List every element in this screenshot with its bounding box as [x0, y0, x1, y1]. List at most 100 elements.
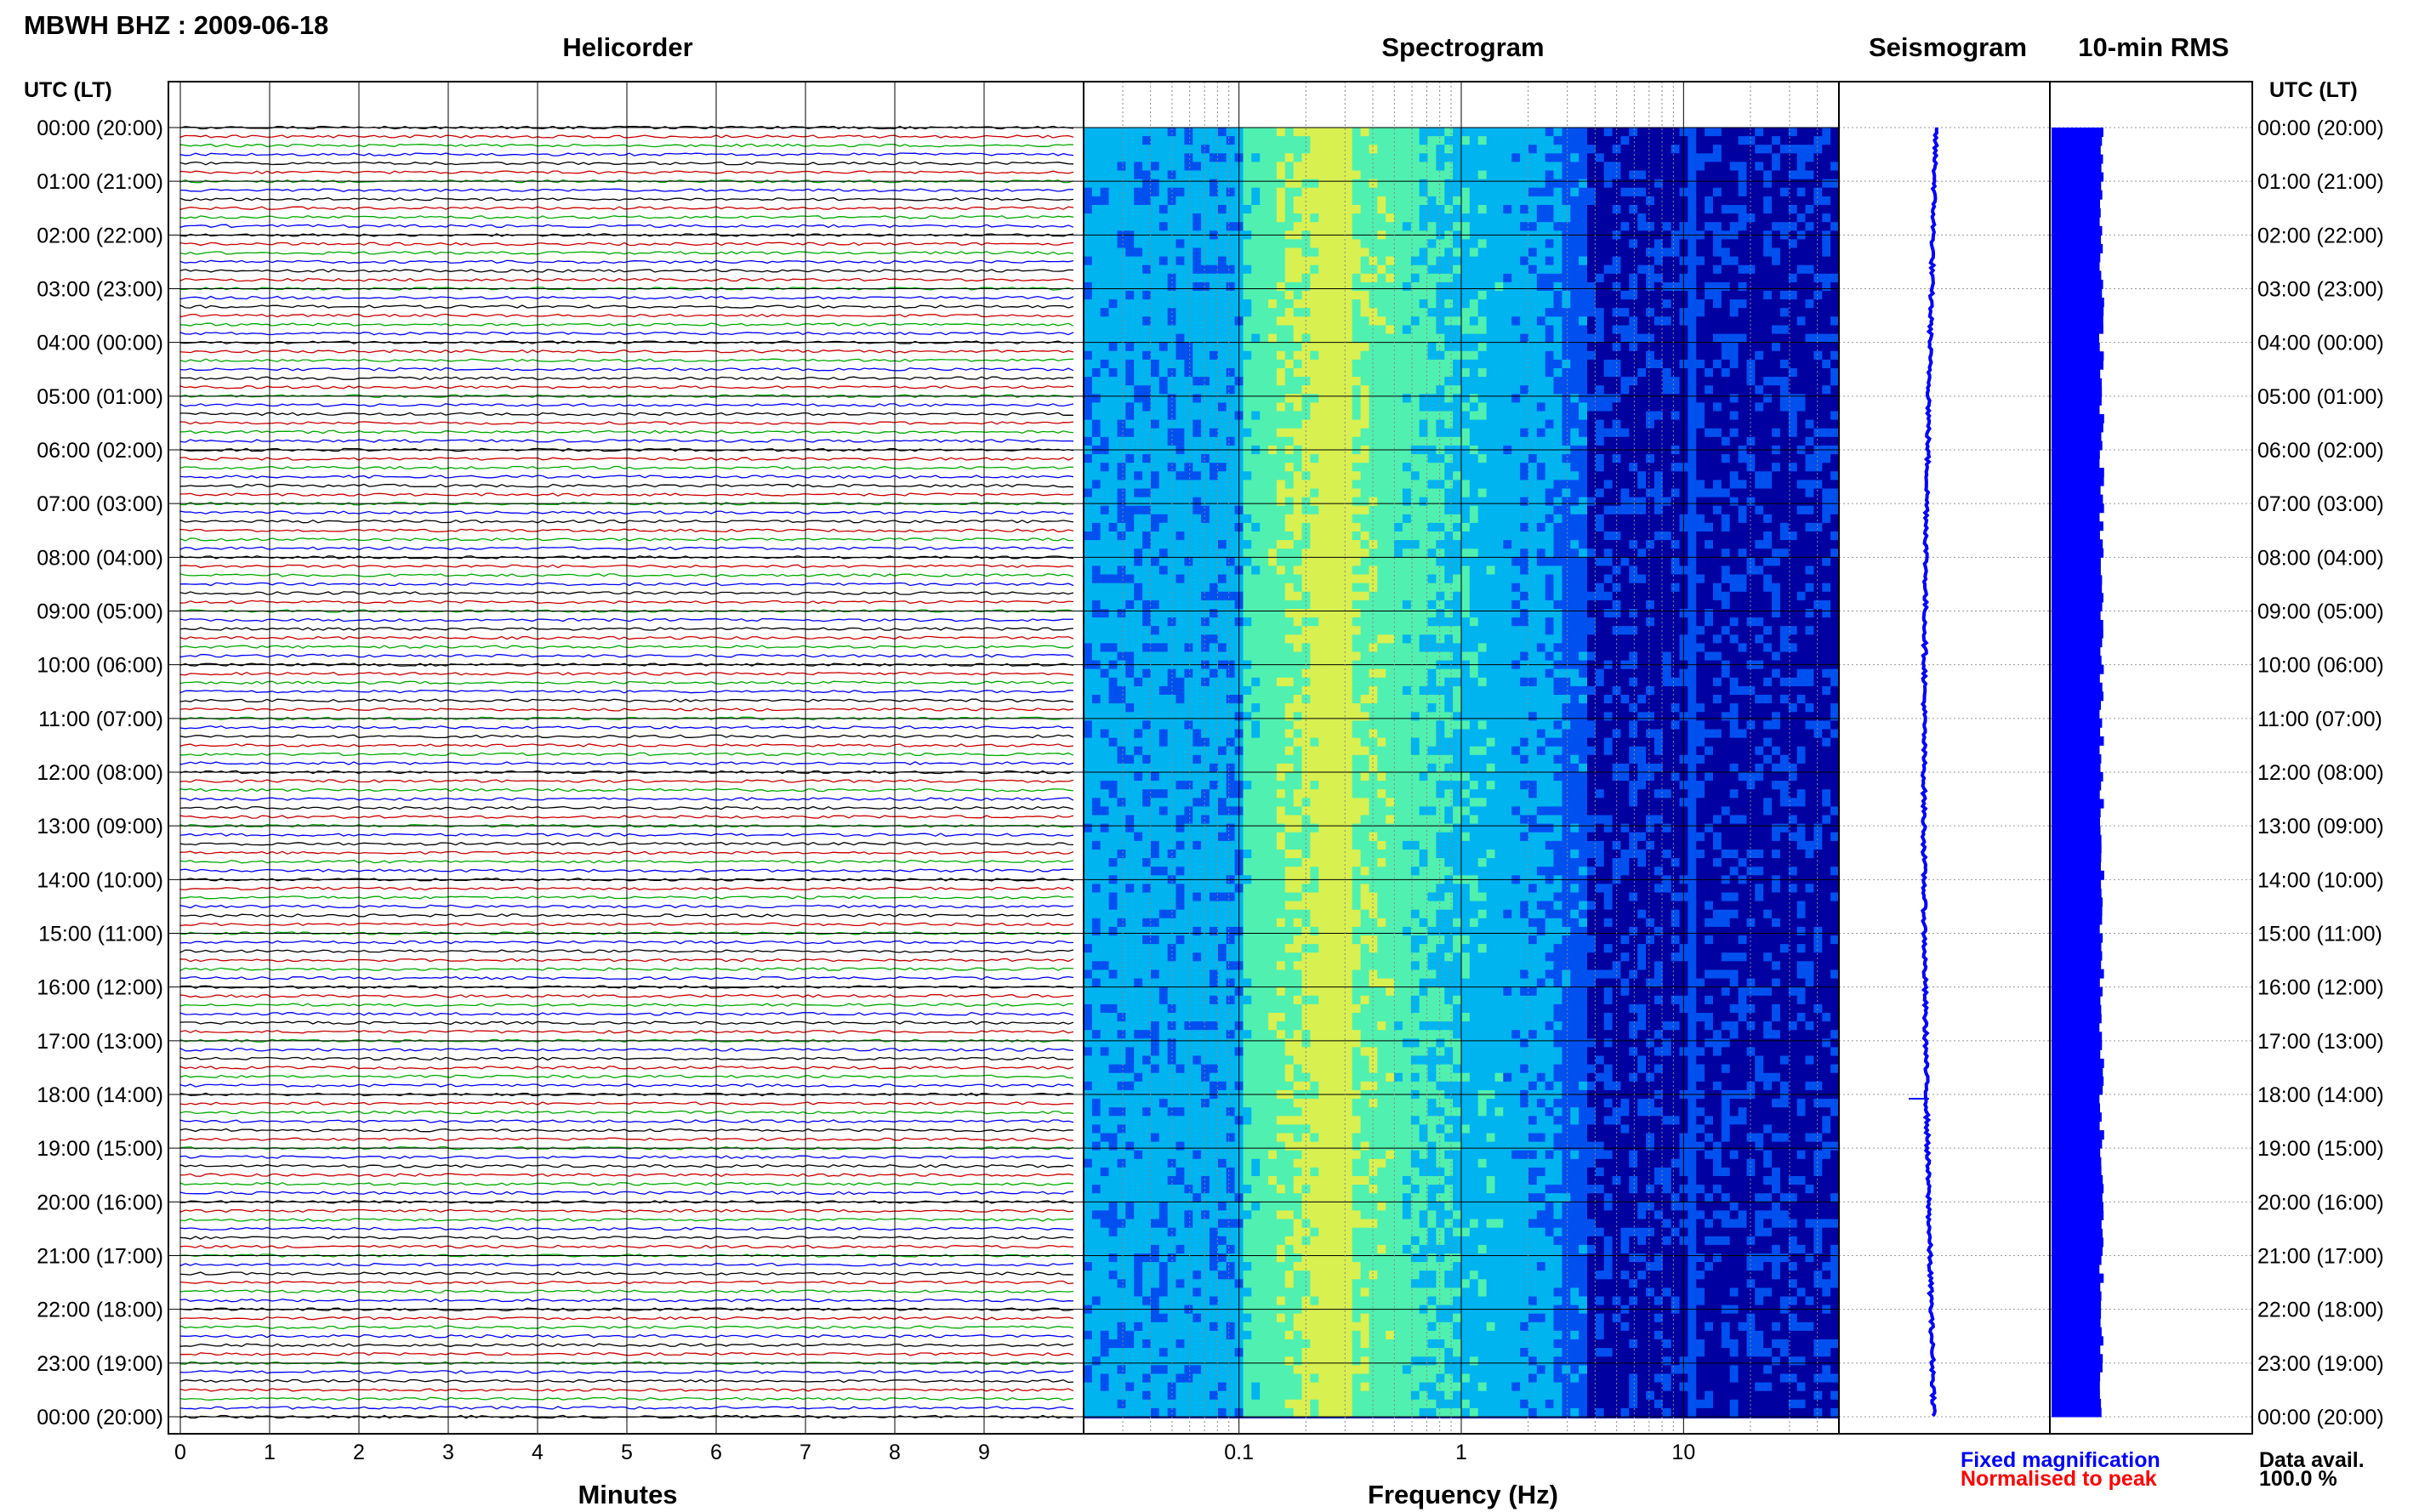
spectrogram-cell — [1327, 497, 1336, 507]
spectrogram-cell — [1100, 522, 1110, 532]
spectrogram-cell — [1469, 264, 1479, 275]
spectrogram-cell — [1268, 145, 1278, 154]
spectrogram-cell — [1243, 436, 1252, 446]
spectrogram-cell — [1158, 136, 1169, 145]
spectrogram-cell — [1494, 179, 1504, 189]
spectrogram-cell — [1251, 540, 1261, 549]
spectrogram-cell — [1755, 342, 1764, 352]
spectrogram-cell — [1772, 454, 1781, 463]
spectrogram-cell — [1343, 205, 1353, 214]
spectrogram-cell — [1755, 463, 1764, 472]
spectrogram-cell — [1453, 213, 1462, 223]
spectrogram-cell — [1386, 540, 1395, 549]
spectrogram-cell — [1210, 136, 1219, 145]
spectrogram-cell — [1738, 213, 1748, 223]
spectrogram-cell — [1603, 531, 1614, 541]
spectrogram-cell — [1705, 222, 1714, 231]
spectrogram-cell — [1671, 239, 1681, 249]
spectrogram-cell — [1520, 505, 1529, 515]
spectrogram-cell — [1108, 256, 1118, 266]
spectrogram-cell — [1763, 359, 1773, 369]
spectrogram-cell — [1284, 325, 1295, 335]
spectrogram-cell — [1402, 153, 1412, 162]
spectrogram-cell — [1293, 264, 1303, 275]
spectrogram-cell — [1134, 128, 1143, 137]
spectrogram-cell — [1134, 463, 1143, 472]
spectrogram-cell — [1084, 394, 1093, 403]
spectrogram-cell — [1301, 480, 1311, 490]
spectrogram-cell — [1595, 574, 1605, 584]
spectrogram-cell — [1528, 281, 1538, 292]
spectrogram-cell — [1696, 480, 1705, 490]
spectrogram-cell — [1494, 264, 1504, 275]
spectrogram-cell — [1822, 213, 1831, 223]
spectrogram-cell — [1721, 419, 1731, 429]
spectrogram-cell — [1503, 196, 1512, 206]
spectrogram-cell — [1260, 497, 1269, 507]
spectrogram-cell — [1595, 402, 1605, 412]
spectrogram-cell — [1738, 264, 1748, 275]
spectrogram-cell — [1494, 342, 1504, 352]
spectrogram-cell — [1243, 350, 1252, 361]
spectrogram-cell — [1402, 325, 1412, 335]
spectrogram-cell — [1377, 428, 1386, 438]
spectrogram-cell — [1284, 471, 1295, 480]
spectrogram-cell — [1243, 514, 1252, 524]
spectrogram-cell — [1528, 497, 1538, 507]
spectrogram-cell — [1158, 566, 1169, 576]
spectrogram-cell — [1587, 428, 1597, 438]
spectrogram-cell — [1562, 394, 1571, 403]
spectrogram-cell — [1175, 222, 1185, 231]
spectrogram-cell — [1688, 428, 1697, 438]
spectrogram-cell — [1142, 187, 1152, 197]
spectrogram-cell — [1386, 463, 1395, 472]
spectrogram-cell — [1620, 385, 1630, 395]
spectrogram-cell — [1595, 162, 1605, 172]
spectrogram-cell — [1688, 411, 1697, 421]
spectrogram-cell — [1620, 264, 1630, 275]
spectrogram-cell — [1461, 333, 1471, 344]
spectrogram-cell — [1243, 291, 1252, 300]
spectrogram-cell — [1755, 239, 1764, 249]
spectrogram-cell — [1217, 213, 1227, 223]
spectrogram-cell — [1511, 153, 1521, 162]
spectrogram-cell — [1369, 273, 1378, 283]
spectrogram-cell — [1251, 281, 1261, 292]
spectrogram-cell — [1688, 359, 1697, 369]
spectrogram-cell — [1503, 505, 1512, 515]
spectrogram-cell — [1671, 591, 1681, 601]
spectrogram-cell — [1352, 247, 1362, 258]
spectrogram-cell — [1536, 411, 1546, 421]
spectrogram-cell — [1763, 213, 1773, 223]
spectrogram-cell — [1352, 377, 1362, 386]
spectrogram-cell — [1318, 540, 1328, 549]
spectrogram-cell — [1536, 463, 1546, 472]
spectrogram-cell — [1713, 411, 1722, 421]
spectrogram-cell — [1276, 488, 1286, 498]
spectrogram-cell — [1822, 273, 1831, 283]
spectrogram-cell — [1486, 471, 1496, 480]
spectrogram-cell — [1805, 291, 1814, 300]
spectrogram-cell — [1494, 247, 1504, 258]
spectrogram-cell — [1813, 145, 1823, 154]
spectrogram-cell — [1117, 514, 1126, 524]
spectrogram-cell — [1410, 247, 1420, 258]
spectrogram-cell — [1536, 402, 1546, 412]
spectrogram-cell — [1486, 350, 1496, 361]
spectrogram-cell — [1713, 505, 1722, 515]
spectrogram-cell — [1402, 557, 1412, 566]
spectrogram-cell — [1217, 368, 1227, 378]
spectrogram-cell — [1360, 213, 1370, 223]
spectrogram-cell — [1721, 574, 1731, 584]
spectrogram-cell — [1158, 557, 1169, 566]
spectrogram-cell — [1637, 325, 1647, 335]
spectrogram-cell — [1494, 385, 1504, 395]
spectrogram-cell — [1084, 187, 1093, 197]
spectrogram-cell — [1419, 540, 1429, 549]
spectrogram-cell — [1646, 145, 1655, 154]
spectrogram-cell — [1327, 333, 1336, 344]
spectrogram-cell — [1796, 316, 1807, 326]
spectrogram-cell — [1427, 350, 1437, 361]
spectrogram-cell — [1343, 350, 1353, 361]
spectrogram-cell — [1528, 428, 1538, 438]
